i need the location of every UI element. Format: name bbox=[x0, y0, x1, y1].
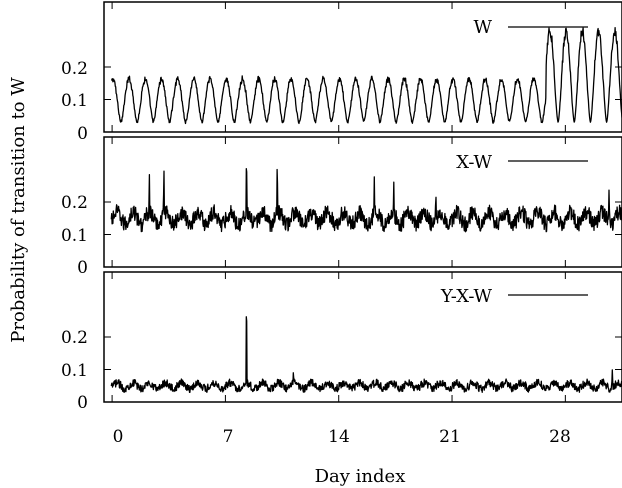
series-line-x-w bbox=[110, 168, 622, 233]
series-line-y-x-w bbox=[110, 316, 622, 393]
series-lines bbox=[110, 26, 622, 393]
ytick-label-bottom-0.2: 0.2 bbox=[61, 328, 88, 348]
xtick-label-14: 14 bbox=[328, 427, 350, 447]
xtick-label-21: 21 bbox=[439, 427, 461, 447]
ytick-label-top-0: 0 bbox=[77, 124, 88, 144]
series-line-w bbox=[111, 26, 622, 125]
ytick-label-middle-0: 0 bbox=[77, 258, 88, 278]
legend-label-w: W bbox=[473, 17, 492, 38]
tick-marks bbox=[104, 2, 622, 403]
ytick-label-bottom-0: 0 bbox=[77, 393, 88, 413]
ytick-label-middle-0.2: 0.2 bbox=[61, 193, 88, 213]
xtick-label-7: 7 bbox=[223, 427, 234, 447]
xtick-label-28: 28 bbox=[549, 427, 571, 447]
ytick-label-bottom-0.1: 0.1 bbox=[61, 361, 88, 381]
ytick-label-top-0.2: 0.2 bbox=[61, 59, 88, 79]
ytick-label-top-0.1: 0.1 bbox=[61, 91, 88, 111]
legend-label-y-x-w: Y-X-W bbox=[440, 286, 493, 307]
panel-frame-middle bbox=[103, 136, 622, 268]
xtick-label-0: 0 bbox=[113, 427, 124, 447]
y-axis-title: Probability of transition to W bbox=[8, 77, 29, 343]
x-axis-title: Day index bbox=[315, 466, 406, 487]
ytick-label-middle-0.1: 0.1 bbox=[61, 226, 88, 246]
legend-label-x-w: X-W bbox=[456, 152, 492, 173]
